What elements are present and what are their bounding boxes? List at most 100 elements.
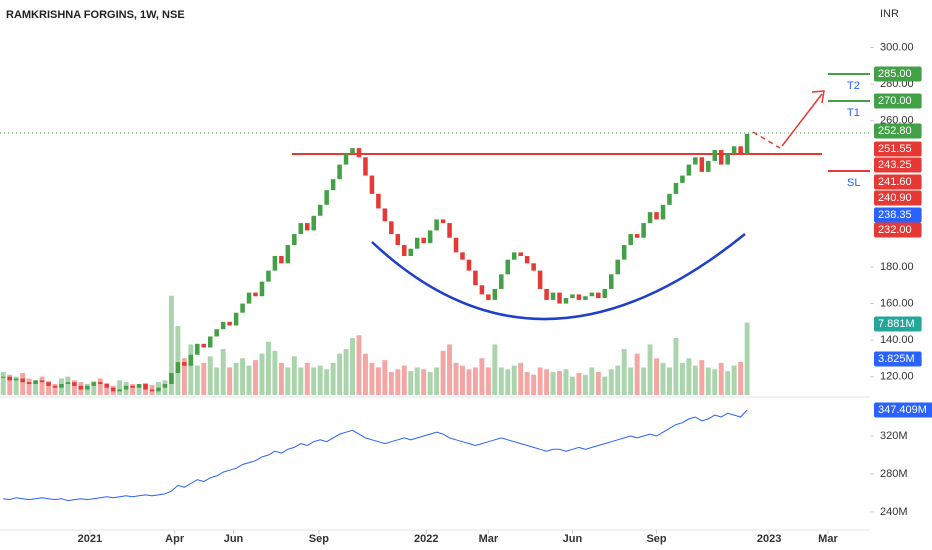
volume-bar: [363, 353, 368, 395]
volume-bar: [104, 383, 110, 395]
volume-bar: [46, 381, 51, 395]
candle-body: [72, 382, 77, 386]
price-badge: [874, 157, 922, 173]
volume-bar: [569, 376, 575, 395]
price-badge-text: 270.00: [878, 95, 912, 107]
y-tick-label: 140.00: [880, 334, 914, 346]
candle-body: [175, 362, 181, 374]
candle-body: [453, 237, 459, 253]
candle-body: [65, 382, 71, 385]
candle-body: [440, 219, 446, 224]
y-tick-label: 120.00: [880, 371, 914, 383]
volume-bar: [117, 380, 123, 395]
volume-bar: [168, 295, 174, 395]
candle-body: [550, 292, 556, 300]
candle-body: [292, 234, 297, 246]
candle-body: [712, 149, 718, 161]
candle-body: [130, 385, 135, 388]
volume-bar: [712, 369, 718, 395]
volume-bar: [595, 372, 601, 395]
candle-body: [304, 223, 310, 231]
volume-bar: [337, 353, 343, 395]
candle-body: [686, 164, 692, 176]
candle-body: [408, 248, 414, 257]
candle-body: [220, 321, 226, 330]
volume-bar: [589, 367, 595, 395]
candle-body: [343, 153, 349, 165]
candle-body: [602, 288, 608, 299]
currency: INR: [880, 8, 899, 20]
volume-bar: [220, 349, 226, 395]
candle-body: [33, 380, 38, 385]
volume-bar: [201, 362, 207, 395]
candle-body: [505, 259, 511, 275]
volume-bar: [382, 360, 388, 395]
candle-body: [654, 212, 659, 220]
volume-bar: [388, 372, 394, 395]
volume-bar: [350, 338, 355, 395]
volume-bar: [479, 358, 485, 395]
price-badge: [874, 141, 922, 157]
obv-line: [3, 409, 748, 502]
x-tick-label: 2021: [78, 533, 102, 545]
candle-body: [369, 175, 375, 194]
volume-bar: [466, 369, 472, 395]
volume-bar: [214, 367, 220, 395]
candle-body: [486, 294, 491, 300]
candle-body: [427, 230, 433, 244]
candle-body: [621, 245, 627, 260]
price-badge-text: 3.825M: [878, 353, 915, 365]
candle-body: [583, 296, 588, 300]
x-tick-label: Apr: [165, 533, 185, 545]
candle-body: [298, 223, 304, 235]
candle-body: [195, 343, 200, 355]
volume-bar: [175, 326, 181, 395]
volume-bar: [246, 365, 252, 395]
candle-body: [324, 190, 329, 205]
volume-bar: [240, 358, 246, 395]
price-badge-text: 347.409M: [878, 404, 927, 416]
volume-bar: [641, 367, 647, 395]
y-tick-label: 320M: [880, 430, 908, 442]
volume-bar: [531, 374, 537, 395]
candle-body: [285, 245, 291, 264]
candle-body: [136, 384, 142, 388]
volume-bar: [460, 365, 465, 395]
volume-bar: [718, 362, 724, 395]
volume-bar: [227, 367, 233, 395]
candle-body: [628, 234, 633, 246]
candle-body: [233, 312, 239, 326]
candle-body: [634, 234, 640, 238]
candle-body: [207, 336, 213, 348]
volume-bar: [634, 353, 640, 395]
volume-bar: [472, 367, 478, 395]
volume-bar: [667, 367, 672, 395]
volume-bar: [511, 365, 517, 395]
volume-bar: [188, 344, 194, 395]
volume-bar: [654, 358, 660, 395]
price-badge: [874, 351, 922, 367]
volume-bar: [136, 385, 142, 395]
candle-body: [104, 384, 109, 388]
volume-bar: [408, 371, 414, 395]
price-badge: [874, 222, 922, 238]
volume-bar: [615, 365, 621, 395]
candle-body: [311, 215, 316, 231]
volume-bar: [285, 367, 291, 395]
candle-body: [330, 179, 336, 191]
price-badge-text: 243.25: [878, 159, 912, 171]
stop-label: SL: [847, 177, 860, 189]
volume-bar: [608, 369, 614, 395]
candle-body: [511, 252, 517, 260]
target-label: T2: [847, 80, 860, 92]
candle-body: [52, 385, 58, 388]
volume-bar: [0, 372, 6, 395]
volume-bar: [369, 362, 375, 395]
candle-body: [421, 237, 426, 244]
candle-body: [537, 270, 543, 289]
candle-body: [744, 133, 750, 155]
volume-bar: [705, 367, 711, 395]
price-badge: [874, 207, 922, 223]
